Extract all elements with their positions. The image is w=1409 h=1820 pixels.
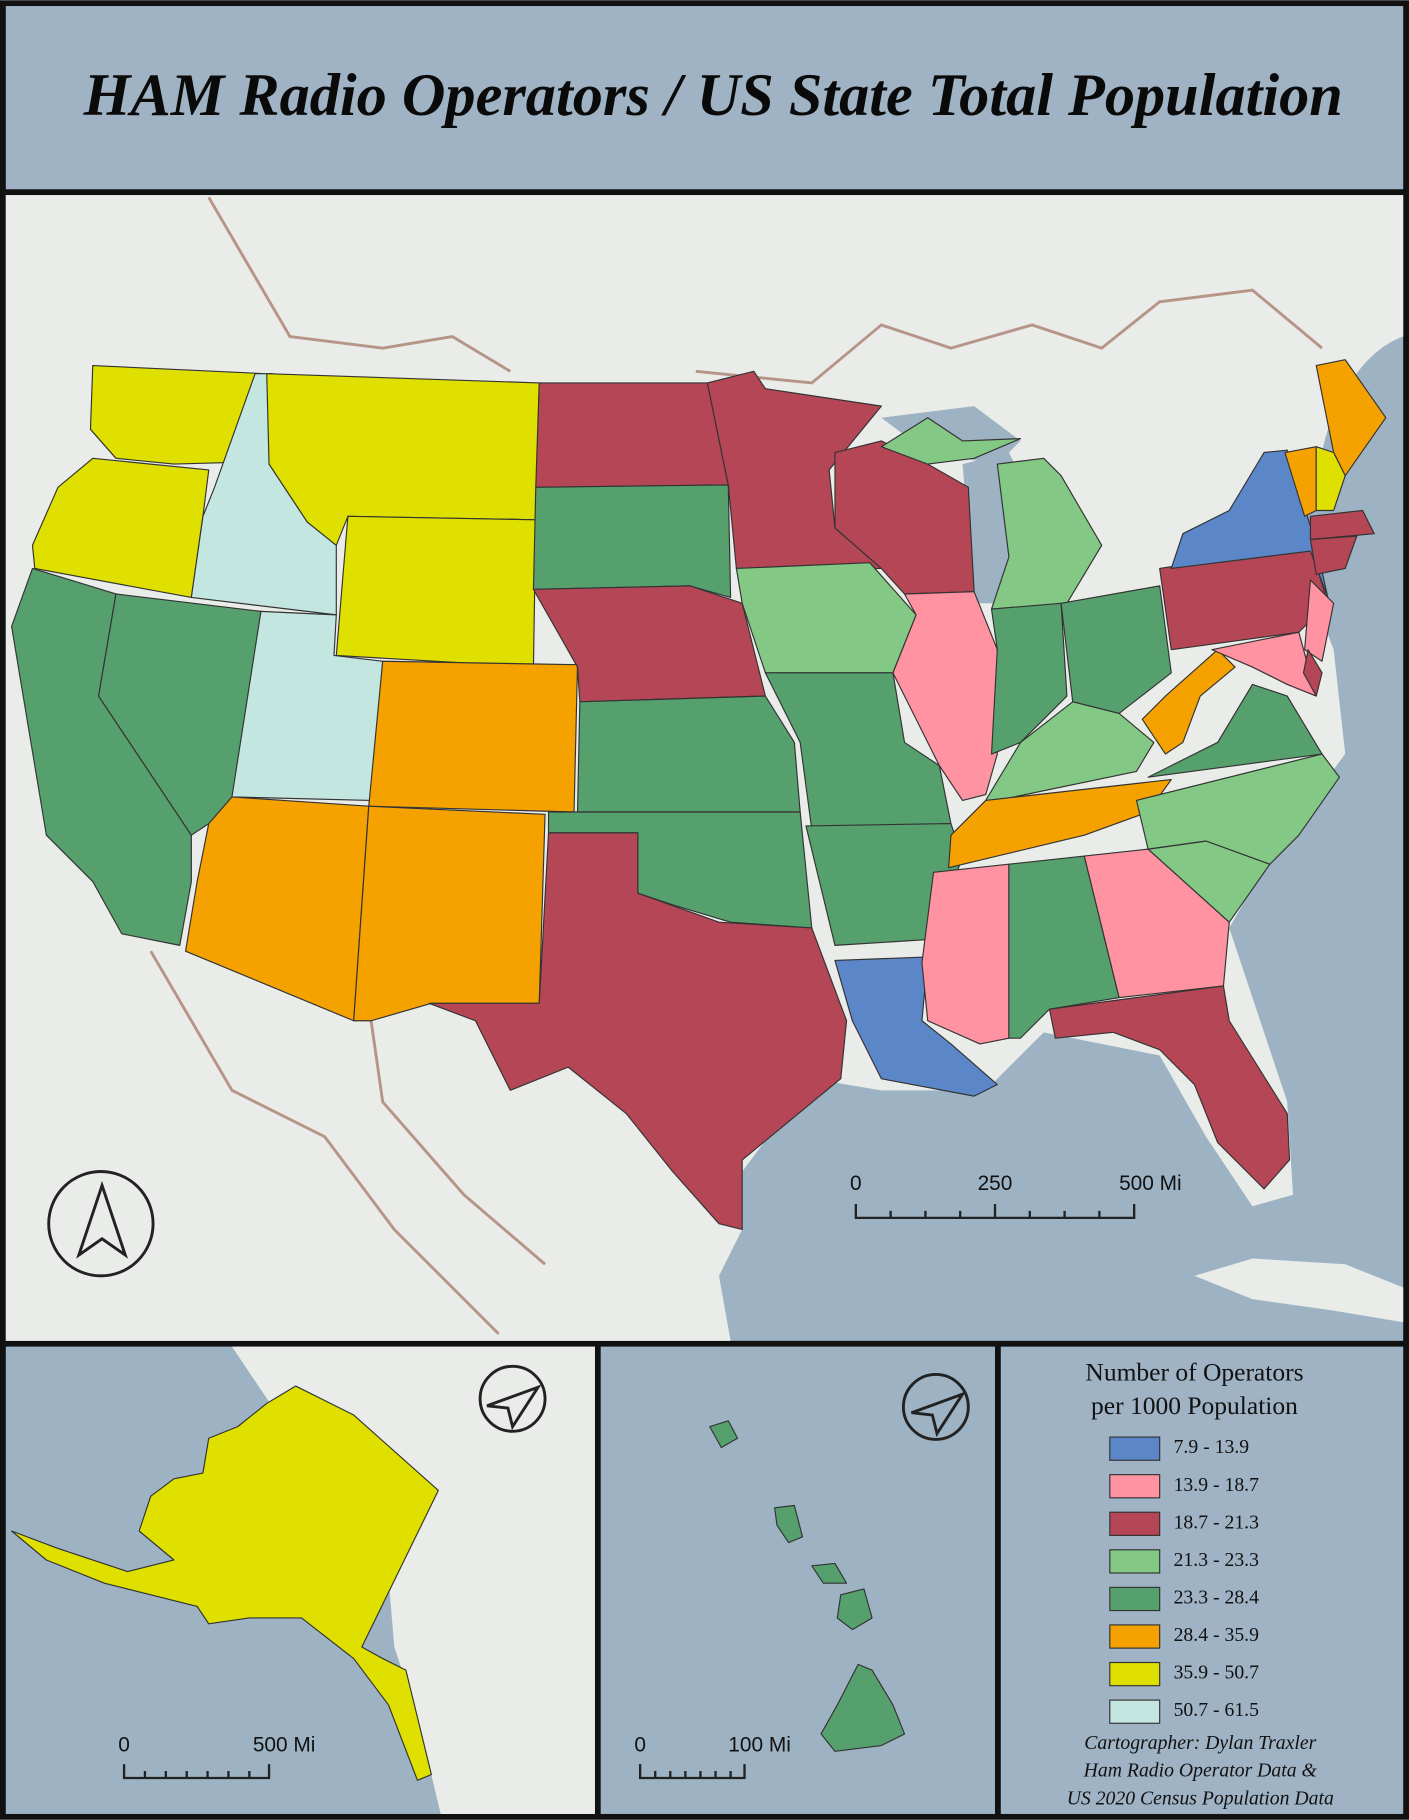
state [532, 484, 732, 599]
north-arrow [76, 1180, 129, 1259]
legend-label: 23.3 - 28.4 [1174, 1586, 1260, 1608]
scale-bar [122, 1764, 271, 1780]
legend-title: Number of Operators [1085, 1357, 1303, 1386]
state [706, 370, 882, 570]
state [1309, 509, 1375, 541]
legend-label: 28.4 - 35.9 [1174, 1624, 1260, 1646]
state [1083, 848, 1230, 999]
north-arrow [478, 1364, 547, 1433]
state [836, 1588, 873, 1631]
state [1211, 631, 1317, 697]
state [764, 672, 952, 830]
state [1304, 579, 1335, 662]
lakes [881, 406, 1033, 604]
legend-label: 35.9 - 50.7 [1174, 1662, 1260, 1684]
legend-label: 50.7 - 61.5 [1174, 1699, 1260, 1721]
credit: US 2020 Census Population Data [1067, 1788, 1334, 1810]
state [921, 863, 1010, 1045]
legend-swatch [1109, 1436, 1161, 1461]
north-arrow [911, 1391, 967, 1438]
state [335, 515, 537, 668]
state [1147, 683, 1323, 778]
scale-bar [638, 1764, 746, 1780]
north-arrow [47, 1170, 155, 1278]
borders [149, 196, 1323, 1335]
state [11, 1385, 439, 1781]
main-map: 0 250 500 Mi [5, 195, 1404, 1341]
state [880, 417, 1022, 465]
north-arrow [901, 1372, 970, 1441]
state [1315, 359, 1387, 477]
legend-swatch [1109, 1624, 1161, 1649]
states [11, 359, 1387, 1231]
state [1141, 649, 1236, 755]
state [353, 805, 546, 1022]
scale-label: 0 [634, 1733, 646, 1756]
state [985, 701, 1155, 801]
state [428, 832, 848, 1231]
state [990, 457, 1103, 610]
legend-title: per 1000 Population [1091, 1391, 1298, 1420]
state [1135, 753, 1340, 865]
scale-label: 0 [850, 1172, 862, 1195]
legend-swatch [1109, 1661, 1161, 1687]
state [1302, 649, 1323, 697]
state [892, 591, 998, 801]
state [368, 660, 579, 813]
legend-swatch [1109, 1474, 1161, 1499]
legend-swatch [1109, 1549, 1161, 1574]
scale-label: 500 Mi [253, 1733, 316, 1756]
credit: Ham Radio Operator Data & [1083, 1760, 1318, 1782]
legend-swatch [1109, 1511, 1161, 1536]
state [774, 1504, 804, 1544]
state [1309, 535, 1358, 575]
legend-label: 7.9 - 13.9 [1174, 1436, 1250, 1458]
water [600, 1346, 995, 1814]
scale-label: 250 [978, 1172, 1013, 1195]
state [1315, 446, 1346, 512]
scale-label: 0 [118, 1733, 130, 1756]
state [811, 1562, 848, 1584]
legend-swatch [1109, 1699, 1161, 1724]
title: HAM Radio Operators / US State Total Pop… [83, 62, 1343, 129]
cuba [1194, 1258, 1404, 1323]
legend-label: 13.9 - 18.7 [1174, 1474, 1260, 1496]
state [1048, 985, 1291, 1190]
scale-label: 100 Mi [728, 1733, 791, 1756]
legend-label: 21.3 - 23.3 [1174, 1549, 1260, 1571]
north-arrow [486, 1384, 542, 1431]
state [1060, 585, 1172, 715]
legend-label: 18.7 - 21.3 [1174, 1511, 1260, 1533]
title-panel [5, 6, 1404, 190]
state [576, 695, 801, 813]
scale-bar [854, 1203, 1136, 1220]
credit: Cartographer: Dylan Traxler [1084, 1732, 1316, 1754]
scale-label: 500 Mi [1119, 1172, 1182, 1195]
alaska-inset: 0 500 Mi [5, 1346, 595, 1814]
state [820, 1663, 906, 1752]
legend: Number of Operators per 1000 Population … [1000, 1346, 1404, 1814]
state [709, 1420, 739, 1449]
legend-panel [1000, 1346, 1404, 1814]
state [535, 382, 729, 488]
legend-swatch [1109, 1586, 1161, 1612]
hawaii-inset: 0 100 Mi [600, 1346, 995, 1814]
